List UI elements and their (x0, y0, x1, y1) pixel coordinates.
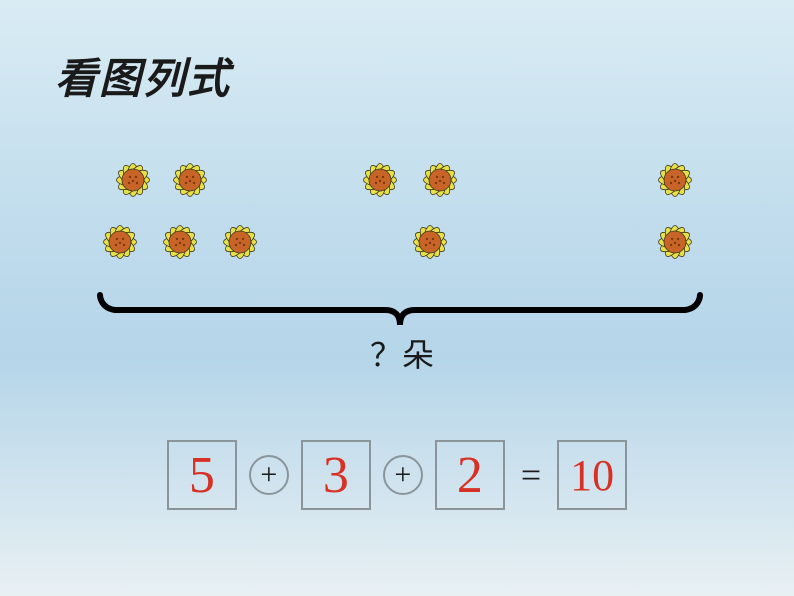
flower-icon (155, 217, 205, 267)
equation: 5 + 3 + 2 = 10 (0, 430, 794, 520)
page-title: 看图列式 (55, 45, 231, 106)
flower-icon (95, 217, 145, 267)
operator-1: + (249, 455, 289, 495)
flower-icon (165, 155, 215, 205)
term-box-2: 3 (301, 440, 371, 510)
term-box-1: 5 (167, 440, 237, 510)
flower-icon (415, 155, 465, 205)
operator-2: + (383, 455, 423, 495)
result-box: 10 (557, 440, 627, 510)
flower-icon (650, 217, 700, 267)
flowers-area (0, 155, 794, 295)
flower-icon (108, 155, 158, 205)
flower-icon (215, 217, 265, 267)
flower-icon (650, 155, 700, 205)
term-box-3: 2 (435, 440, 505, 510)
flower-icon (405, 217, 455, 267)
flower-icon (355, 155, 405, 205)
equals-sign: = (517, 454, 545, 496)
bracket-label: ？朵 (370, 330, 434, 376)
